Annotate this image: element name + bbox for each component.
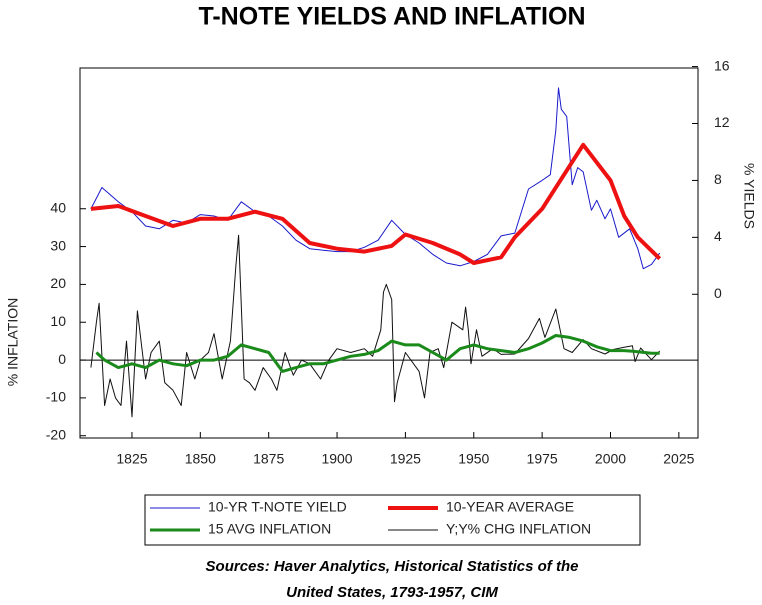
y2-tick-label: 8 bbox=[714, 171, 722, 187]
y2-axis-label: % YIELDS bbox=[741, 163, 757, 229]
series-line bbox=[95, 334, 660, 373]
x-tick-label: 1975 bbox=[527, 451, 558, 467]
y-tick-label: 30 bbox=[50, 237, 66, 253]
source-note: Sources: Haver Analytics, Historical Sta… bbox=[206, 558, 579, 575]
series-line bbox=[90, 87, 661, 270]
source-note: United States, 1793-1957, CIM bbox=[286, 584, 498, 601]
y2-tick-label: 12 bbox=[714, 114, 730, 130]
legend-label: 10-YEAR AVERAGE bbox=[446, 499, 574, 515]
x-tick-label: 1875 bbox=[253, 451, 284, 467]
x-tick-label: 2025 bbox=[663, 451, 694, 467]
series-line bbox=[90, 142, 662, 265]
legend-box bbox=[144, 494, 641, 546]
x-tick-label: 1825 bbox=[116, 451, 147, 467]
y2-tick-label: 16 bbox=[714, 57, 730, 73]
y-tick-label: -10 bbox=[46, 389, 66, 405]
x-tick-label: 1950 bbox=[458, 451, 489, 467]
x-tick-label: 1925 bbox=[390, 451, 421, 467]
plot-frame bbox=[79, 67, 699, 439]
y-tick-label: 0 bbox=[58, 351, 66, 367]
chart-title: T-NOTE YIELDS AND INFLATION bbox=[198, 3, 585, 31]
legend-label: 10-YR T-NOTE YIELD bbox=[208, 499, 347, 515]
y-tick-label: 20 bbox=[50, 275, 66, 291]
x-tick-label: 1900 bbox=[321, 451, 352, 467]
y2-tick-label: 4 bbox=[714, 228, 722, 244]
y-tick-label: 40 bbox=[50, 199, 66, 215]
y-tick-label: 10 bbox=[50, 313, 66, 329]
y2-tick-label: 0 bbox=[714, 285, 722, 301]
legend-label: Y;Y% CHG INFLATION bbox=[446, 521, 591, 537]
y-axis-label: % INFLATION bbox=[5, 298, 21, 386]
series-line bbox=[90, 234, 661, 418]
x-tick-label: 1850 bbox=[185, 451, 216, 467]
legend-label: 15 AVG INFLATION bbox=[208, 521, 331, 537]
x-tick-label: 2000 bbox=[595, 451, 626, 467]
y-tick-label: -20 bbox=[46, 426, 66, 442]
